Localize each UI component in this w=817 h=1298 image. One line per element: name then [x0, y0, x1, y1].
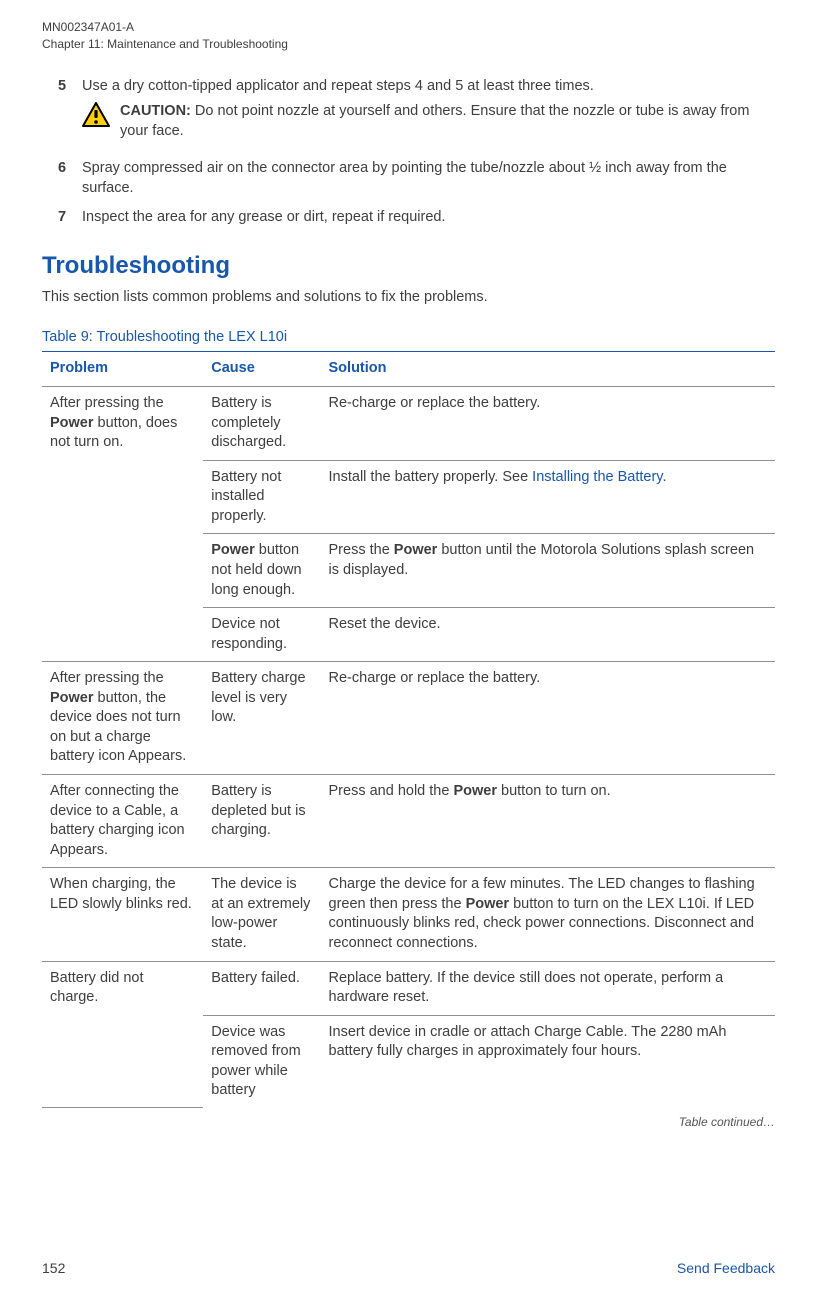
- cell-problem: Battery did not charge.: [42, 961, 203, 1108]
- cell-solution: Install the battery properly. See Instal…: [321, 460, 775, 534]
- cell-solution: Reset the device.: [321, 608, 775, 662]
- cell-cause: Battery not installed properly.: [203, 460, 320, 534]
- caution-icon: [82, 102, 110, 135]
- cell-problem: After pressing the Power button, does no…: [42, 387, 203, 662]
- cell-solution: Press the Power button until the Motorol…: [321, 534, 775, 608]
- text: After pressing the: [50, 395, 164, 411]
- text: .: [662, 469, 666, 485]
- section-heading: Troubleshooting: [42, 250, 775, 282]
- bold: Power: [50, 415, 94, 431]
- table-row: After connecting the device to a Cable, …: [42, 775, 775, 868]
- table-row: When charging, the LED slowly blinks red…: [42, 868, 775, 961]
- table-row: After pressing the Power button, does no…: [42, 387, 775, 461]
- cell-cause: Battery is completely discharged.: [203, 387, 320, 461]
- chapter-title: Chapter 11: Maintenance and Troubleshoot…: [42, 36, 775, 53]
- table-header-row: Problem Cause Solution: [42, 352, 775, 387]
- doc-id: MN002347A01-A: [42, 19, 775, 36]
- cell-solution: Replace battery. If the device still doe…: [321, 961, 775, 1015]
- text: Press the: [329, 542, 394, 558]
- cell-cause: Battery is depleted but is charging.: [203, 775, 320, 868]
- bold: Power: [50, 690, 94, 706]
- cell-solution: Insert device in cradle or attach Charge…: [321, 1015, 775, 1108]
- caution-label: CAUTION:: [120, 103, 191, 119]
- step-item: 7 Inspect the area for any grease or dir…: [58, 208, 775, 228]
- table-continued-label: Table continued…: [42, 1114, 775, 1130]
- text: After pressing the: [50, 670, 164, 686]
- text: button to turn on.: [497, 783, 611, 799]
- cell-solution: Re-charge or replace the battery.: [321, 662, 775, 775]
- cell-solution: Press and hold the Power button to turn …: [321, 775, 775, 868]
- text: Install the battery properly. See: [329, 469, 533, 485]
- text: Press and hold the: [329, 783, 454, 799]
- table-row: After pressing the Power button, the dev…: [42, 662, 775, 775]
- caution-text: CAUTION: Do not point nozzle at yourself…: [120, 102, 775, 141]
- cell-problem: After pressing the Power button, the dev…: [42, 662, 203, 775]
- cell-cause: Device was removed from power while batt…: [203, 1015, 320, 1108]
- step-text: Spray compressed air on the connector ar…: [82, 159, 775, 198]
- cell-solution: Re-charge or replace the battery.: [321, 387, 775, 461]
- bold: Power: [211, 542, 255, 558]
- step-item: 5 Use a dry cotton-tipped applicator and…: [58, 77, 775, 150]
- table-row: Battery did not charge. Battery failed. …: [42, 961, 775, 1015]
- step-number: 7: [58, 208, 82, 228]
- col-header-solution: Solution: [321, 352, 775, 387]
- cell-cause: Battery failed.: [203, 961, 320, 1015]
- send-feedback-link[interactable]: Send Feedback: [677, 1259, 775, 1278]
- col-header-problem: Problem: [42, 352, 203, 387]
- step-text: Inspect the area for any grease or dirt,…: [82, 208, 775, 228]
- cell-problem: When charging, the LED slowly blinks red…: [42, 868, 203, 961]
- doc-header: MN002347A01-A Chapter 11: Maintenance an…: [42, 19, 775, 53]
- cell-cause: The device is at an extremely low-power …: [203, 868, 320, 961]
- col-header-cause: Cause: [203, 352, 320, 387]
- step-number: 6: [58, 159, 82, 198]
- page-footer: 152 Send Feedback: [42, 1259, 775, 1278]
- step-text: Use a dry cotton-tipped applicator and r…: [82, 77, 775, 97]
- cell-problem: After connecting the device to a Cable, …: [42, 775, 203, 868]
- bold: Power: [394, 542, 438, 558]
- troubleshooting-table: Problem Cause Solution After pressing th…: [42, 351, 775, 1108]
- bold: Power: [466, 896, 510, 912]
- step-body: Use a dry cotton-tipped applicator and r…: [82, 77, 775, 150]
- step-item: 6 Spray compressed air on the connector …: [58, 159, 775, 198]
- link-installing-battery[interactable]: Installing the Battery: [532, 469, 662, 485]
- step-list: 5 Use a dry cotton-tipped applicator and…: [58, 77, 775, 228]
- bold: Power: [453, 783, 497, 799]
- caution-body: Do not point nozzle at yourself and othe…: [120, 103, 749, 139]
- caution-block: CAUTION: Do not point nozzle at yourself…: [82, 102, 775, 141]
- cell-cause: Battery charge level is very low.: [203, 662, 320, 775]
- step-number: 5: [58, 77, 82, 150]
- cell-cause: Device not responding.: [203, 608, 320, 662]
- cell-solution: Charge the device for a few minutes. The…: [321, 868, 775, 961]
- page-number: 152: [42, 1259, 65, 1278]
- cell-cause: Power button not held down long enough.: [203, 534, 320, 608]
- table-caption: Table 9: Troubleshooting the LEX L10i: [42, 328, 775, 348]
- section-intro: This section lists common problems and s…: [42, 288, 775, 308]
